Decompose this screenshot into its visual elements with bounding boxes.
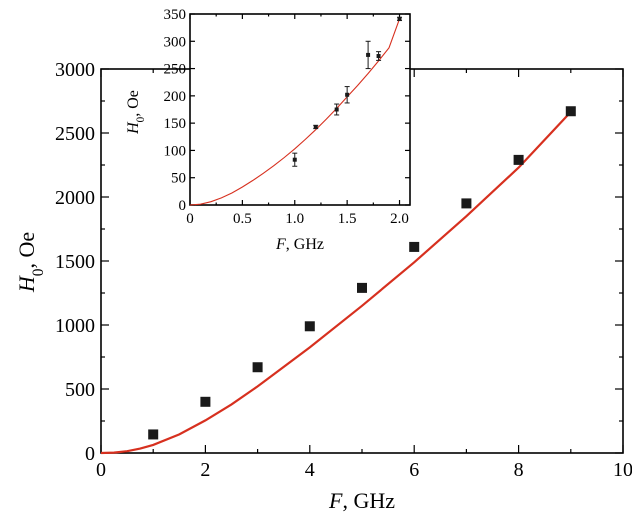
- inset-x-axis-var: F: [275, 236, 286, 253]
- main-data-point: [304, 321, 315, 332]
- main-y-tick-label: 2500: [55, 123, 95, 145]
- inset-y-tick-label: 350: [164, 7, 187, 23]
- inset-fit-line: [189, 18, 401, 206]
- inset-data-point: [313, 124, 318, 129]
- main-y-axis-var: H: [14, 275, 39, 293]
- main-x-tick-label: 4: [305, 459, 315, 481]
- inset-x-tick-label: 0: [186, 211, 194, 227]
- inset-y-tick-label: 0: [179, 198, 187, 214]
- main-y-axis-unit: , Oe: [14, 232, 39, 269]
- inset-x-tick-label: 2.0: [390, 211, 409, 227]
- inset-plot-area: [190, 14, 410, 205]
- inset-x-tick-label: 1.5: [338, 211, 357, 227]
- main-x-tick-label: 8: [514, 459, 524, 481]
- inset-y-axis-label: H0, Oe: [125, 90, 147, 135]
- inset-data-point: [345, 92, 350, 97]
- inset-x-axis-unit: , GHz: [286, 236, 324, 253]
- inset-y-tick-label: 150: [164, 116, 187, 132]
- inset-data-point: [366, 52, 371, 57]
- inset-x-axis-label: F, GHz: [275, 236, 324, 253]
- main-x-tick-label: 2: [200, 459, 210, 481]
- main-data-point: [252, 362, 263, 373]
- inset-x-tick-label: 0.5: [233, 211, 252, 227]
- inset-data-point: [397, 16, 402, 21]
- inset-y-tick-label: 200: [164, 89, 187, 105]
- inset-y-tick-label: 50: [171, 171, 186, 187]
- main-data-point: [513, 154, 524, 165]
- main-y-tick-label: 1000: [55, 315, 95, 337]
- main-data-point: [148, 429, 159, 440]
- inset-x-tick-label: 1.0: [285, 211, 304, 227]
- main-data-point: [200, 396, 211, 407]
- main-x-tick-label: 0: [96, 459, 106, 481]
- inset-y-tick-label: 100: [164, 143, 187, 159]
- main-x-tick-label: 10: [613, 459, 632, 481]
- main-y-tick-label: 0: [85, 443, 95, 465]
- inset-y-axis-sub: 0: [135, 116, 147, 122]
- inset-y-axis-unit: , Oe: [125, 90, 142, 117]
- main-y-tick-label: 1500: [55, 251, 95, 273]
- inset-y-axis-var: H: [125, 121, 142, 135]
- main-y-tick-label: 2000: [55, 187, 95, 209]
- main-data-point: [409, 241, 420, 252]
- inset-data-point: [334, 107, 339, 112]
- inset-y-tick-label: 300: [164, 34, 187, 50]
- main-x-tick-label: 6: [409, 459, 419, 481]
- main-y-tick-label: 500: [65, 379, 95, 401]
- main-data-point: [357, 282, 367, 293]
- main-y-axis-label: H0, Oe: [14, 232, 47, 293]
- main-y-tick-label: 3000: [55, 59, 95, 81]
- main-x-axis-label: F, GHz: [328, 488, 395, 513]
- inset-frame: [189, 13, 411, 206]
- main-x-axis-var: F: [328, 488, 343, 513]
- main-x-axis-unit: , GHz: [342, 488, 395, 513]
- inset-data-point: [292, 157, 297, 162]
- inset-plot: 0 0.5 1.0 1.5 2.0 0 50 100 150 200 250 300 350 F, GHz…: [125, 7, 411, 253]
- inset-data-point: [376, 54, 381, 59]
- main-fit-line: [100, 111, 572, 455]
- main-data-point: [565, 106, 576, 117]
- inset-y-tick-label: 250: [164, 62, 187, 78]
- main-data-point: [461, 198, 472, 209]
- main-y-axis-sub: 0: [30, 268, 47, 276]
